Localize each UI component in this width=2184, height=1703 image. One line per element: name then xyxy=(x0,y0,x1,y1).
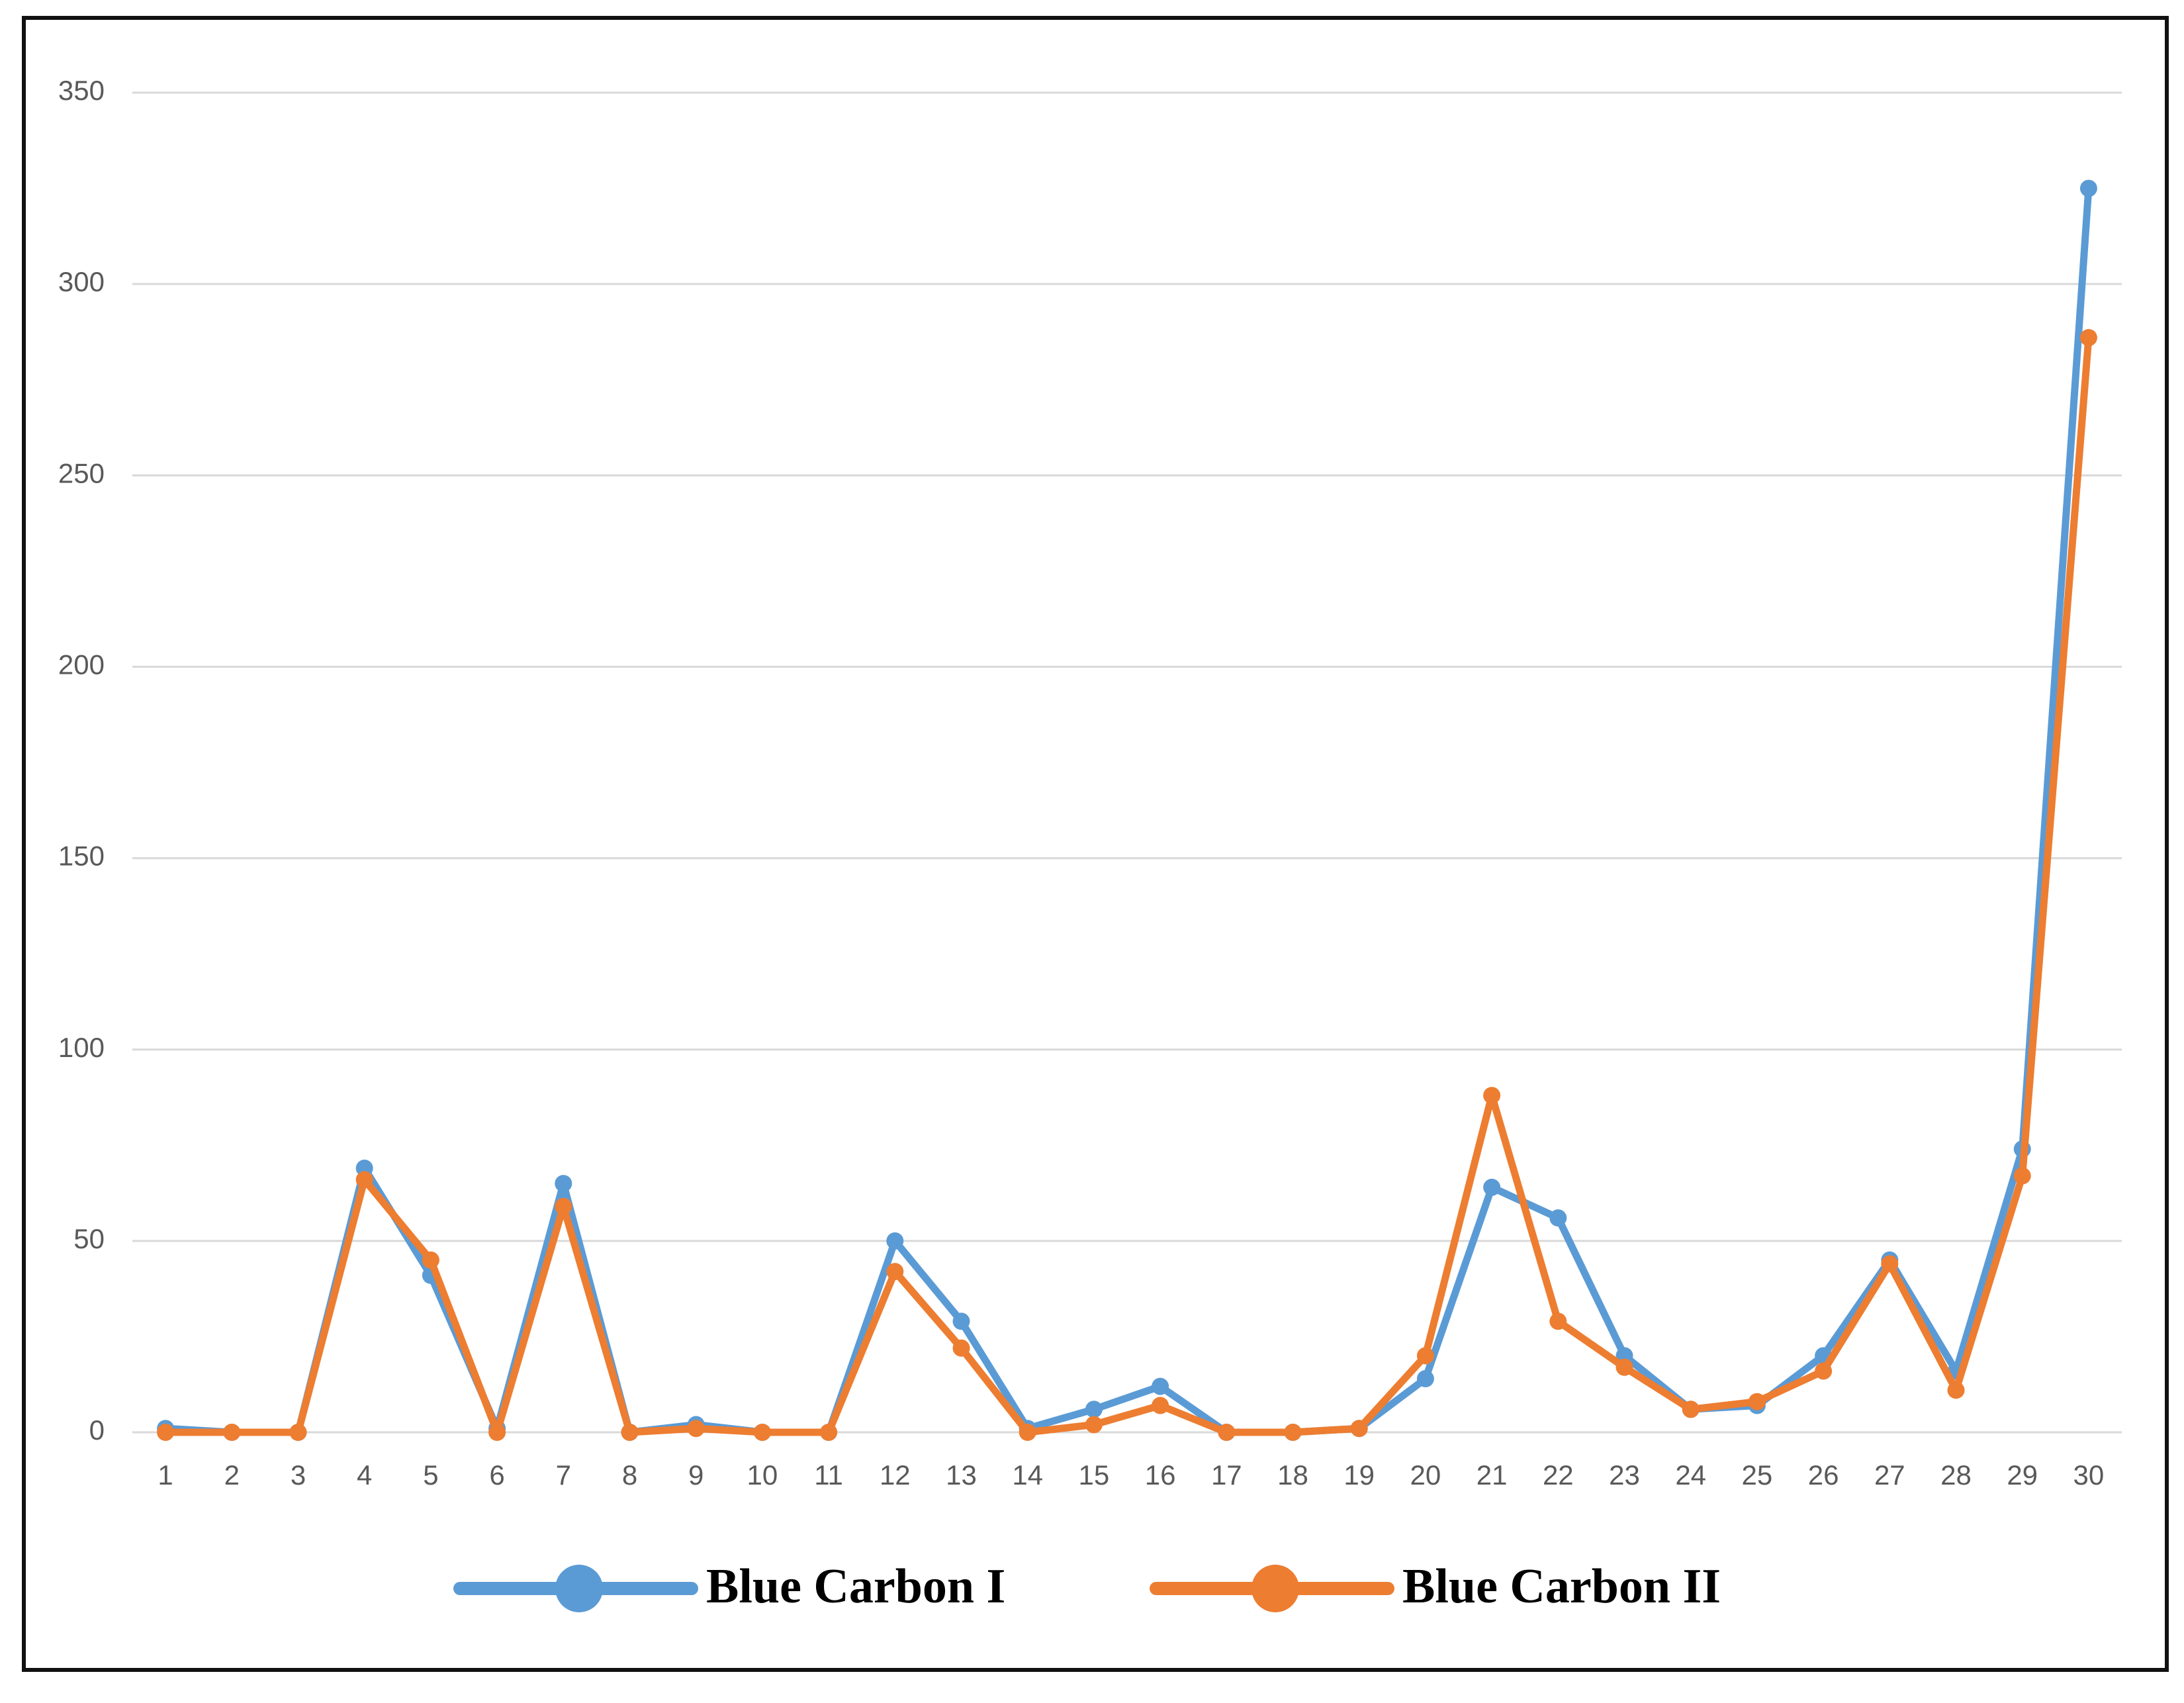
series-line xyxy=(165,337,2093,1436)
data-point xyxy=(621,1424,639,1441)
x-tick-label: 7 xyxy=(556,1459,571,1491)
data-point xyxy=(1152,1377,1169,1395)
x-tick-label: 13 xyxy=(946,1459,977,1491)
data-point xyxy=(687,1420,705,1438)
y-tick-label: 250 xyxy=(58,457,105,488)
x-tick-label: 18 xyxy=(1277,1459,1308,1491)
data-point xyxy=(1019,1424,1036,1441)
data-point xyxy=(1682,1401,1700,1418)
data-point xyxy=(157,1424,175,1441)
data-point xyxy=(1085,1401,1103,1418)
data-point xyxy=(1947,1381,1965,1399)
data-point xyxy=(1284,1424,1302,1441)
x-tick-label: 25 xyxy=(1742,1459,1773,1491)
data-point xyxy=(2079,329,2097,347)
data-point xyxy=(223,1424,241,1441)
data-point xyxy=(1085,1416,1103,1434)
x-tick-label: 6 xyxy=(489,1459,504,1491)
data-point xyxy=(2079,179,2097,197)
x-tick-label: 8 xyxy=(622,1459,637,1491)
x-tick-label: 3 xyxy=(291,1459,306,1491)
data-point xyxy=(355,1171,373,1189)
x-tick-label: 15 xyxy=(1079,1459,1110,1491)
data-point xyxy=(1615,1358,1633,1376)
data-point xyxy=(1416,1370,1434,1388)
x-tick-label: 27 xyxy=(1874,1459,1905,1491)
data-point xyxy=(1549,1209,1567,1227)
data-point xyxy=(2013,1167,2031,1185)
y-tick-label: 300 xyxy=(58,266,105,297)
x-tick-label: 14 xyxy=(1012,1459,1043,1491)
data-point xyxy=(1815,1362,1833,1380)
data-point xyxy=(555,1197,572,1215)
data-point xyxy=(555,1175,572,1193)
x-tick-label: 12 xyxy=(880,1459,911,1491)
y-tick-label: 200 xyxy=(58,649,105,680)
data-point xyxy=(1549,1312,1567,1330)
y-tick-label: 150 xyxy=(58,841,105,872)
chart-border xyxy=(22,16,2169,1672)
data-point xyxy=(886,1232,904,1250)
x-tick-label: 16 xyxy=(1145,1459,1176,1491)
x-tick-label: 9 xyxy=(688,1459,704,1491)
legend-marker xyxy=(1251,1565,1299,1612)
x-tick-label: 21 xyxy=(1477,1459,1508,1491)
data-point xyxy=(422,1251,439,1269)
y-tick-label: 100 xyxy=(58,1032,105,1063)
data-point xyxy=(1483,1087,1501,1105)
data-point xyxy=(886,1263,904,1281)
x-tick-label: 11 xyxy=(814,1459,843,1491)
x-tick-label: 28 xyxy=(1940,1459,1972,1491)
x-tick-label: 5 xyxy=(423,1459,438,1491)
x-tick-label: 4 xyxy=(357,1459,372,1491)
data-point xyxy=(1416,1347,1434,1365)
y-tick-label: 50 xyxy=(73,1223,105,1254)
data-point xyxy=(488,1424,506,1441)
y-tick-label: 0 xyxy=(89,1414,105,1446)
y-tick-label: 350 xyxy=(58,75,105,106)
x-tick-label: 19 xyxy=(1343,1459,1375,1491)
legend-label: Blue Carbon I xyxy=(706,1559,1005,1614)
x-tick-label: 17 xyxy=(1211,1459,1242,1491)
x-tick-label: 30 xyxy=(2073,1459,2105,1491)
data-point xyxy=(1218,1424,1236,1441)
x-tick-label: 2 xyxy=(224,1459,240,1491)
legend-label: Blue Carbon II xyxy=(1402,1559,1721,1614)
data-point xyxy=(1881,1255,1899,1273)
data-point xyxy=(952,1339,970,1357)
data-point xyxy=(820,1424,838,1441)
data-point xyxy=(753,1424,771,1441)
x-tick-label: 1 xyxy=(158,1459,173,1491)
data-point xyxy=(1483,1178,1501,1196)
x-tick-label: 23 xyxy=(1609,1459,1640,1491)
x-tick-label: 22 xyxy=(1543,1459,1574,1491)
data-point xyxy=(952,1312,970,1330)
x-tick-label: 20 xyxy=(1410,1459,1441,1491)
legend-marker xyxy=(555,1565,603,1612)
x-tick-label: 26 xyxy=(1808,1459,1839,1491)
data-point xyxy=(1152,1397,1169,1414)
x-tick-label: 29 xyxy=(2007,1459,2038,1491)
data-point xyxy=(1748,1393,1766,1410)
data-point xyxy=(289,1424,307,1441)
data-point xyxy=(1350,1420,1368,1438)
x-tick-label: 10 xyxy=(747,1459,778,1491)
x-tick-label: 24 xyxy=(1675,1459,1706,1491)
